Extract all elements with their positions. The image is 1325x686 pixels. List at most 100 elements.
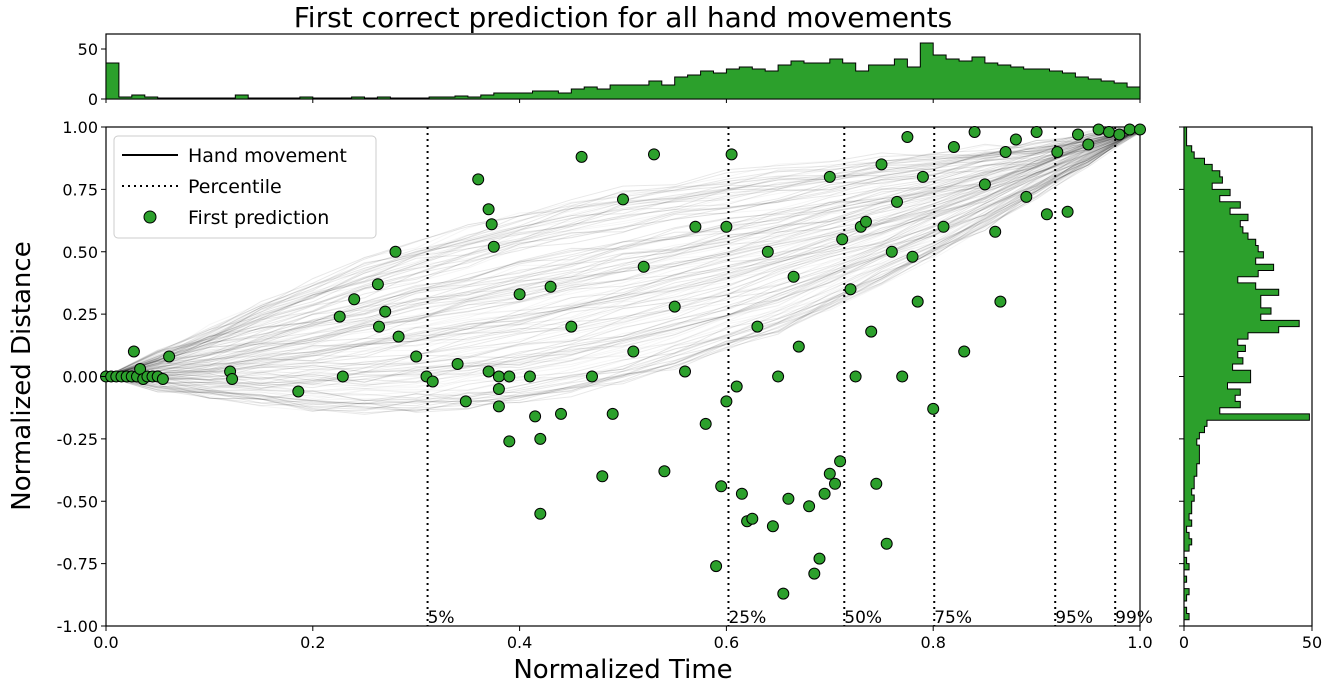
hand-movement-trace xyxy=(105,129,1141,406)
legend-entry-percentile: Percentile xyxy=(188,176,282,198)
right-histogram xyxy=(1183,126,1310,626)
hand-movement-trace xyxy=(105,126,1141,377)
first-prediction-point xyxy=(751,320,764,333)
hand-movement-trace xyxy=(105,130,1141,377)
y-tick-label: 0.75 xyxy=(62,180,98,199)
first-prediction-point xyxy=(371,278,384,291)
first-prediction-point xyxy=(485,218,498,231)
hand-movement-trace xyxy=(105,126,1141,377)
hand-movement-trace xyxy=(105,126,1141,377)
first-prediction-point xyxy=(865,325,878,338)
hand-movement-trace xyxy=(105,126,1141,377)
hand-movement-trace xyxy=(105,126,1141,377)
first-prediction-point xyxy=(373,320,385,333)
x-axis-label: Normalized Time xyxy=(513,655,732,685)
first-prediction-point xyxy=(836,233,849,246)
first-prediction-point xyxy=(410,350,423,363)
first-prediction-point xyxy=(720,220,733,233)
y-tick-label: 1.00 xyxy=(62,118,98,137)
first-prediction-point xyxy=(529,410,542,423)
first-prediction-point xyxy=(163,350,176,363)
hand-movement-trace xyxy=(105,126,1141,377)
first-prediction-point xyxy=(849,370,862,383)
first-prediction-point xyxy=(823,170,836,183)
hand-movement-trace xyxy=(105,126,1141,377)
first-prediction-point xyxy=(1113,128,1126,141)
hand-movement-trace xyxy=(105,130,1141,377)
hand-movement-trace xyxy=(105,126,1141,377)
first-prediction-point xyxy=(958,345,971,358)
hand-movement-trace xyxy=(105,130,1141,413)
hand-movement-trace xyxy=(105,126,1141,388)
hand-movement-trace xyxy=(105,127,1141,377)
percentile-lines: 5% 25% 50% 75% 95% 99% xyxy=(426,127,1153,628)
first-prediction-point xyxy=(492,383,505,395)
hand-movement-trace xyxy=(105,127,1141,377)
y-tick-label: -0.75 xyxy=(57,555,98,574)
percentile-label: 50% xyxy=(844,608,882,628)
first-prediction-point xyxy=(426,375,439,388)
first-prediction-point xyxy=(575,150,588,163)
first-prediction-point xyxy=(916,170,929,183)
first-prediction-point xyxy=(658,465,671,478)
hand-movement-trace xyxy=(105,132,1141,410)
first-prediction-point xyxy=(937,220,950,233)
hand-movement-trace xyxy=(105,126,1141,377)
first-prediction-point xyxy=(492,370,505,383)
first-prediction-point xyxy=(761,245,774,258)
hand-movement-trace xyxy=(105,126,1141,392)
hand-movement-trace xyxy=(105,126,1141,385)
hand-movement-trace xyxy=(105,132,1141,377)
hand-movement-trace xyxy=(105,126,1141,381)
hand-movement-trace xyxy=(105,129,1141,394)
first-prediction-point xyxy=(534,432,547,445)
first-prediction-point xyxy=(735,487,748,500)
first-prediction-point xyxy=(226,373,239,385)
hand-movement-trace xyxy=(105,129,1141,377)
top-histogram-bars xyxy=(105,42,1141,100)
first-prediction-point xyxy=(668,300,681,313)
hand-movement-trace xyxy=(105,126,1141,405)
hand-movement-trace xyxy=(105,127,1141,412)
hand-movement-trace xyxy=(105,126,1141,390)
first-prediction-point xyxy=(487,240,500,253)
hand-movement-trace xyxy=(105,126,1141,377)
first-prediction-point xyxy=(834,455,847,468)
first-prediction-point xyxy=(710,560,723,573)
percentile-label: 99% xyxy=(1115,608,1153,628)
right-histogram-bars xyxy=(1183,126,1310,626)
hand-movement-lines xyxy=(105,126,1141,415)
hand-movement-trace xyxy=(105,126,1141,412)
hand-movement-trace xyxy=(105,130,1141,385)
first-prediction-point xyxy=(844,283,857,296)
first-prediction-point xyxy=(451,358,464,370)
first-prediction-point xyxy=(829,477,841,490)
first-prediction-point xyxy=(292,385,305,398)
hand-movement-trace xyxy=(105,126,1141,402)
hand-movement-trace xyxy=(105,126,1141,377)
hand-movement-trace xyxy=(105,126,1141,377)
first-prediction-point xyxy=(482,203,495,216)
hand-movement-trace xyxy=(105,130,1141,377)
percentile-label: 5% xyxy=(428,608,455,628)
percentile-label: 75% xyxy=(934,608,972,628)
first-prediction-point xyxy=(555,407,567,420)
first-prediction-point xyxy=(127,345,140,358)
first-prediction-point xyxy=(348,293,361,306)
first-prediction-point xyxy=(808,567,821,580)
x-tick-label: 0.0 xyxy=(93,633,118,652)
hand-movement-trace xyxy=(105,126,1141,379)
hand-movement-trace xyxy=(105,128,1141,377)
hand-movement-trace xyxy=(105,130,1141,377)
first-prediction-point xyxy=(648,148,660,161)
hand-movement-trace xyxy=(105,131,1141,377)
hand-movement-trace xyxy=(105,132,1141,377)
first-prediction-point xyxy=(896,370,909,383)
hand-movement-trace xyxy=(105,126,1141,388)
first-prediction-point xyxy=(1072,128,1084,141)
first-prediction-point xyxy=(823,467,836,480)
hand-movement-trace xyxy=(105,129,1141,378)
first-prediction-point xyxy=(503,435,516,448)
hand-movement-trace xyxy=(105,126,1141,377)
first-prediction-point xyxy=(792,340,805,353)
